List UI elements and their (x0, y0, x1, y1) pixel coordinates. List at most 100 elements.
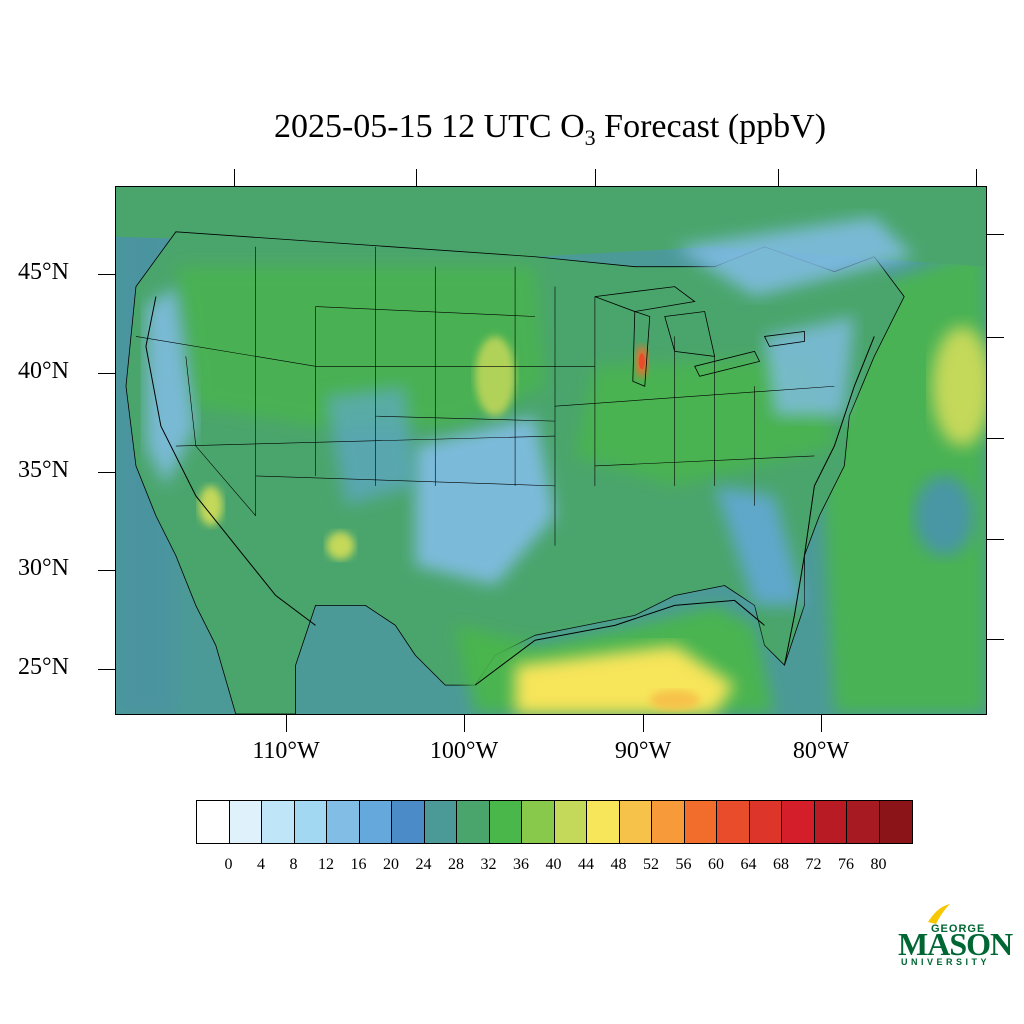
colorbar-cell (554, 801, 587, 843)
right-tick (987, 639, 1004, 640)
atlantic-low (914, 475, 975, 556)
colorbar-cell (814, 801, 847, 843)
colorbar-cell (294, 801, 327, 843)
bottom-tick (286, 715, 287, 732)
colorbar-label: 52 (643, 856, 659, 873)
florida-low (714, 485, 805, 606)
top-tick (778, 169, 779, 186)
lat-label-25n: 25°N (18, 654, 69, 680)
plains-green (175, 266, 546, 427)
colorbar-cell (457, 801, 490, 843)
colorbar-label: 72 (805, 856, 822, 873)
left-tick (98, 472, 115, 473)
lat-label-40n: 40°N (18, 358, 69, 384)
socal-high (198, 485, 223, 526)
bottom-tick (643, 715, 644, 732)
right-tick (987, 438, 1004, 439)
az-high (326, 531, 355, 560)
colorbar-label: 80 (870, 856, 887, 873)
colorbar-label: 8 (289, 856, 298, 873)
appalachian-low (764, 316, 855, 417)
lake-michigan (632, 310, 651, 387)
right-tick (987, 539, 1004, 540)
colorbar-label: 68 (773, 856, 789, 873)
colorbar-cell (652, 801, 685, 843)
colorbar-label: 36 (513, 856, 529, 873)
logo-george: GEORGE (931, 923, 986, 935)
lake-huron (664, 311, 716, 357)
top-tick (595, 169, 596, 186)
logo-mason: MASON (898, 926, 1013, 962)
colorbar-label: 56 (675, 856, 692, 873)
right-tick (987, 337, 1004, 338)
lat-label-45n: 45°N (18, 259, 69, 285)
lon-label-90w: 90°W (614, 738, 672, 764)
lake-erie (694, 350, 761, 377)
colorbar-label: 64 (740, 856, 757, 873)
colorbar-cell (327, 801, 360, 843)
colorbar-cell (522, 801, 555, 843)
logo-university: UNIVERSITY (901, 957, 991, 967)
texas-low (415, 416, 555, 586)
colorbar-cell (879, 801, 912, 843)
lat-label-30n: 30°N (18, 555, 69, 581)
colorbar-label: 60 (708, 856, 724, 873)
lon-label-80w: 80°W (792, 738, 850, 764)
left-tick (98, 669, 115, 670)
left-tick (98, 274, 115, 275)
title-subscript: 3 (584, 124, 596, 150)
greatlakes-low (674, 216, 915, 297)
map-title: 2025-05-15 12 UTC O3 Forecast (ppbV) (0, 108, 1024, 151)
lon-label-110w: 110°W (252, 738, 320, 764)
plains-high (475, 336, 516, 417)
colorbar-label: 12 (318, 856, 334, 873)
colorbar-label: 28 (448, 856, 464, 873)
lake-ontario (763, 331, 805, 347)
title-prefix: 2025-05-15 12 UTC O (273, 108, 585, 145)
colorbar-cell (684, 801, 717, 843)
gmu-flame-icon (928, 904, 950, 924)
southwest-low (325, 386, 416, 506)
colorbar-label: 20 (383, 856, 399, 873)
lon-label-100w: 100°W (429, 738, 499, 764)
ozone-map (115, 186, 987, 715)
top-tick (234, 169, 235, 186)
gulf-peak (649, 690, 700, 711)
colorbar-cell (619, 801, 652, 843)
colorbar-label: 76 (838, 856, 854, 873)
colorbar-cell (717, 801, 750, 843)
right-tick (987, 234, 1004, 235)
left-tick (98, 373, 115, 374)
colorbar-cell (587, 801, 620, 843)
colorbar-cell (749, 801, 782, 843)
gmu-logo-mark (928, 904, 950, 924)
colorbar-label: 44 (578, 856, 594, 873)
colorbar-cell (847, 801, 880, 843)
title-suffix: Forecast (ppbV) (595, 108, 827, 145)
colorbar (196, 800, 913, 844)
pacific-coast (145, 296, 316, 626)
top-tick (416, 169, 417, 186)
colorbar-cell (489, 801, 522, 843)
lake-michigan-peak (638, 353, 645, 370)
ozone-map-svg (116, 187, 986, 714)
colorbar-cell (359, 801, 392, 843)
state-borders (135, 246, 835, 546)
colorbar-label: 48 (610, 856, 627, 873)
bottom-tick (821, 715, 822, 732)
colorbar-cell (197, 801, 230, 843)
lake-superior (594, 286, 696, 312)
colorbar-cell (262, 801, 295, 843)
atlantic-high (932, 326, 986, 446)
bottom-tick (464, 715, 465, 732)
colorbar-label: 32 (480, 856, 497, 873)
gulf-coast (474, 599, 765, 686)
westcoast-low (145, 286, 196, 486)
colorbar-cell (782, 801, 815, 843)
colorbar-label: 0 (224, 856, 233, 873)
colorbar-label: 4 (257, 856, 265, 873)
colorbar-label: 40 (545, 856, 562, 873)
atlantic-coast (783, 336, 875, 666)
top-tick (976, 169, 977, 186)
colorbar-cell (229, 801, 262, 843)
